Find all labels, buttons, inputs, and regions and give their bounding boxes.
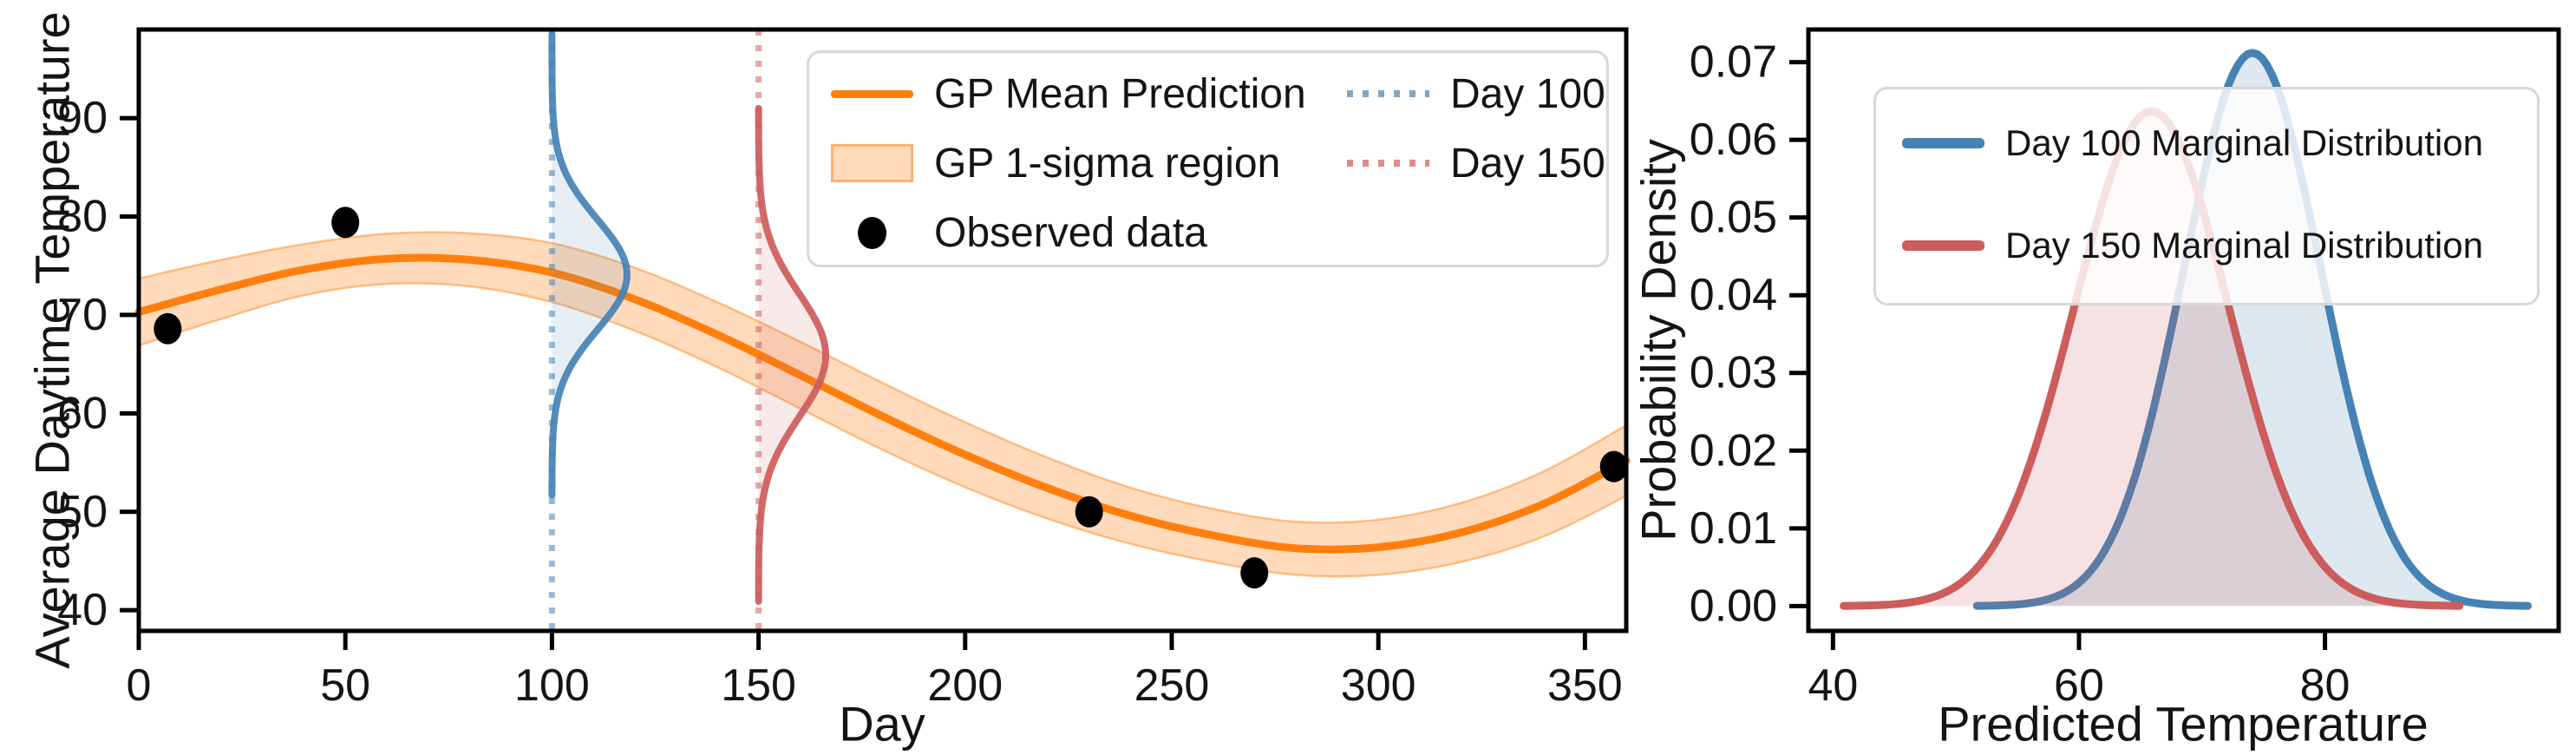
gp-mean-line-swatch <box>831 89 913 98</box>
legend-label: Day 100 <box>1450 70 1605 117</box>
legend-label: Day 150 <box>1450 140 1605 187</box>
day100-marginal-line-swatch <box>1902 138 1984 148</box>
y-tick-label: 0.01 <box>1690 503 1777 554</box>
y-tick-label: 80 <box>57 191 108 241</box>
y-tick-label: 0.03 <box>1690 348 1777 398</box>
observed-point <box>154 312 182 345</box>
legend-label: Day 100 Marginal Distribution <box>2005 122 2483 163</box>
right-plot-legend: Day 100 Marginal Distribution Day 150 Ma… <box>1873 87 2540 305</box>
y-tick-label: 50 <box>57 487 108 537</box>
x-tick-label: 300 <box>1341 660 1416 711</box>
y-tick-label: 90 <box>57 93 108 143</box>
legend-item-day100: Day 100 <box>1347 68 1605 120</box>
day-150-line-swatch <box>1347 160 1429 167</box>
y-tick-label: 0.04 <box>1690 270 1777 320</box>
day-100-line-swatch <box>1347 90 1429 97</box>
x-tick-label: 100 <box>514 660 590 711</box>
left-plot-xlabel: Day <box>839 696 925 752</box>
x-tick-label: 150 <box>721 660 796 711</box>
day150-marginal-line-swatch <box>1902 240 1984 251</box>
legend-label: GP 1-sigma region <box>934 140 1281 187</box>
day-100-marginal-curve <box>548 30 631 499</box>
day-150-marginal-curve <box>755 105 830 605</box>
legend-label: Observed data <box>934 209 1207 256</box>
observed-point <box>1240 557 1269 589</box>
y-tick-label: 60 <box>57 388 108 438</box>
right-plot-axes: 40 60 80 0.00 0.01 0.02 0.03 0.04 0.05 0.06 0.07 <box>1690 27 2561 711</box>
observed-point <box>1599 450 1628 483</box>
legend-label: GP Mean Prediction <box>934 70 1306 117</box>
left-plot-ylabel: Average Daytime Temperature <box>24 11 80 669</box>
y-tick-label: 0.07 <box>1690 37 1777 88</box>
x-tick-label: 80 <box>2300 660 2350 711</box>
gp-mean-line <box>134 253 1631 554</box>
x-tick-label: 350 <box>1547 660 1623 711</box>
observed-point <box>331 207 360 239</box>
y-tick-label: 0.05 <box>1690 193 1777 243</box>
y-tick-label: 0.00 <box>1690 581 1777 631</box>
left-plot-axes: 0 50 100 150 200 250 300 350 40 50 60 70 80 90 <box>57 27 1629 711</box>
y-tick-label: 70 <box>57 290 108 340</box>
x-tick-label: 40 <box>1808 660 1858 711</box>
x-tick-label: 0 <box>127 660 152 711</box>
day100-marginal-density <box>1972 49 2532 610</box>
observed-data-marker-swatch <box>858 216 886 249</box>
legend-item-day100-marginal: Day 100 Marginal Distribution <box>1902 117 2483 169</box>
gp-sigma-band <box>138 231 1627 578</box>
legend-item-observed: Observed data <box>831 207 1207 259</box>
observed-point <box>1075 496 1103 528</box>
legend-item-day150: Day 150 <box>1347 137 1605 189</box>
legend-label: Day 150 Marginal Distribution <box>2005 225 2483 266</box>
legend-item-gp-mean: GP Mean Prediction <box>831 68 1306 120</box>
x-tick-label: 60 <box>2054 660 2104 711</box>
left-plot-legend: GP Mean Prediction GP 1-sigma region Obs… <box>807 50 1609 267</box>
y-tick-label: 0.06 <box>1690 115 1777 165</box>
x-tick-label: 50 <box>320 660 370 711</box>
right-plot-xlabel: Predicted Temperature <box>1938 696 2429 752</box>
x-tick-label: 200 <box>927 660 1003 711</box>
right-plot-ylabel: Probability Density <box>1631 139 1686 542</box>
legend-item-gp-sigma: GP 1-sigma region <box>831 137 1280 189</box>
gp-sigma-region-swatch <box>831 144 913 182</box>
y-tick-label: 40 <box>57 585 108 635</box>
observed-points <box>154 207 1628 589</box>
legend-item-day150-marginal: Day 150 Marginal Distribution <box>1902 220 2483 272</box>
y-tick-label: 0.02 <box>1690 425 1777 476</box>
x-tick-label: 250 <box>1134 660 1210 711</box>
